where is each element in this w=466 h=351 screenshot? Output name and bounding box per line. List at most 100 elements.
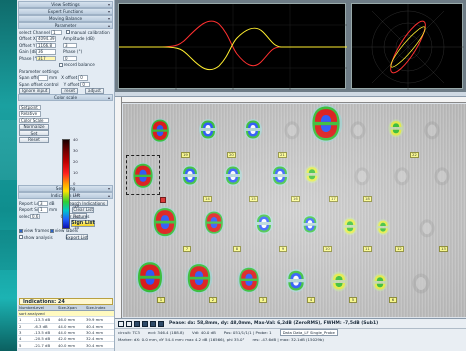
indication-label[interactable]: 22 xyxy=(410,152,419,158)
cscan-view[interactable]: 19 20 21 22 xyxy=(115,97,466,318)
report-level-input[interactable]: 3 xyxy=(38,200,48,206)
indication-label[interactable]: 2 xyxy=(209,297,217,303)
indication-blob[interactable] xyxy=(303,164,321,187)
column-header-size-xpan[interactable]: Size-Xpan xyxy=(58,305,77,310)
indication-blob[interactable] xyxy=(185,262,213,296)
indication-label[interactable]: 11 xyxy=(363,246,372,252)
indication-blob[interactable] xyxy=(243,118,263,143)
cscan-image[interactable]: 19 20 21 22 xyxy=(123,104,466,317)
indication-label[interactable]: 13 xyxy=(439,246,448,252)
table-row[interactable]: 2 -6.3 dB 44.0 mm 40.4 mm xyxy=(18,323,114,330)
indication-blob[interactable] xyxy=(131,162,155,192)
column-header-size-index[interactable]: Size-lndex xyxy=(86,305,106,310)
y-offset-input[interactable]: 0 xyxy=(80,81,91,87)
indication-blob[interactable] xyxy=(387,118,405,141)
setpoint-input[interactable]: Setpoint xyxy=(19,104,41,110)
normalize-button[interactable]: Normalize xyxy=(19,123,49,130)
moving-balance-header[interactable]: Moving Balance ▾ xyxy=(18,15,113,22)
column-header-level[interactable]: Level xyxy=(34,305,45,310)
report-size-input[interactable]: 1 xyxy=(38,207,48,213)
indication-label[interactable]: 16 xyxy=(291,196,300,202)
indication-blob[interactable] xyxy=(151,206,179,240)
frame-icon[interactable] xyxy=(134,320,140,327)
indication-label[interactable]: 5 xyxy=(349,297,357,303)
indication-blob[interactable] xyxy=(203,210,225,237)
indication-blob[interactable] xyxy=(180,164,200,189)
select-channel-dropdown[interactable]: 1 xyxy=(50,29,62,35)
measure-icon[interactable] xyxy=(150,320,156,327)
indication-label[interactable]: 14 xyxy=(203,196,212,202)
ignore-input-button[interactable]: Ignore input xyxy=(19,87,51,94)
table-row[interactable]: 5 -21.7 dB 40.0 mm 30.4 mm xyxy=(18,342,114,349)
indication-blob[interactable] xyxy=(375,218,391,238)
offset-x-input[interactable]: 4094.39 xyxy=(36,36,56,42)
indication-label[interactable]: 3 xyxy=(259,297,267,303)
relative-dropdown[interactable]: Relative xyxy=(19,111,41,117)
indication-label[interactable]: 18 xyxy=(363,196,372,202)
table-row[interactable]: sort analyzed xyxy=(18,311,114,318)
indication-blob[interactable] xyxy=(198,118,218,143)
sign-list-button[interactable]: Sign List xyxy=(71,220,95,227)
search-indications-button[interactable]: Search Indications xyxy=(63,200,109,207)
reset-button[interactable]: reset xyxy=(61,87,79,94)
indication-blob[interactable] xyxy=(329,270,349,295)
indication-blob[interactable] xyxy=(309,104,343,145)
record-balance-checkbox[interactable] xyxy=(59,62,63,67)
gain-input[interactable]: 36 xyxy=(36,49,56,55)
indication-table[interactable]: Number Level Size-Xpan Size-lndex sort a… xyxy=(18,305,114,349)
x-offset-input[interactable]: 0 xyxy=(78,75,89,81)
indication-blob[interactable] xyxy=(371,272,389,295)
indication-blob[interactable] xyxy=(254,212,274,237)
span-offset-input[interactable] xyxy=(38,75,48,81)
indication-label[interactable]: 20 xyxy=(227,152,236,158)
set-button[interactable]: Set xyxy=(19,130,49,137)
indication-label[interactable]: 4 xyxy=(307,297,315,303)
color-scale-dropdown[interactable]: Color Scale xyxy=(19,117,49,123)
marker-handle[interactable] xyxy=(160,197,166,203)
show-analysis-checkbox[interactable] xyxy=(19,235,23,240)
indication-label[interactable]: 7 xyxy=(183,246,191,252)
pointer-icon[interactable] xyxy=(126,320,132,327)
view-labels-checkbox[interactable] xyxy=(50,228,54,233)
phase-input[interactable]: 317 xyxy=(36,55,56,61)
clear-list-button[interactable]: Clear List xyxy=(72,206,95,213)
indication-label[interactable]: 6 xyxy=(389,297,397,303)
manual-calibration-checkbox[interactable] xyxy=(65,30,70,35)
selection-frame[interactable] xyxy=(126,155,160,195)
table-row[interactable]: 4 -20.5 dB 42.0 mm 32.4 mm xyxy=(18,336,114,343)
indication-label[interactable]: 15 xyxy=(249,196,258,202)
export-list-button[interactable]: Export List xyxy=(65,234,88,241)
offset-y-input[interactable]: 1166.8 xyxy=(36,42,56,48)
table-row[interactable]: 1 -13.3 dB 46.0 mm 39.9 mm xyxy=(18,317,114,324)
view-frames-checkbox[interactable] xyxy=(19,228,23,233)
indication-label[interactable]: 17 xyxy=(329,196,338,202)
indication-blob[interactable] xyxy=(285,268,307,295)
indication-label[interactable]: 21 xyxy=(278,152,287,158)
adjust-button[interactable]: adjust xyxy=(85,87,104,94)
indication-label[interactable]: 9 xyxy=(279,246,287,252)
indication-blob[interactable] xyxy=(223,164,243,189)
phase-r-input[interactable]: 0 xyxy=(63,55,77,61)
indication-blob[interactable] xyxy=(237,266,261,296)
indication-blob[interactable] xyxy=(149,118,171,145)
amplitude-input[interactable]: 3 xyxy=(63,42,77,48)
indication-label[interactable]: 19 xyxy=(181,152,190,158)
indication-label[interactable]: 10 xyxy=(323,246,332,252)
view-settings-header[interactable]: View Settings ▾ xyxy=(18,1,113,8)
expert-functions-header[interactable]: Expert Functions ▾ xyxy=(18,8,113,15)
indication-blob[interactable] xyxy=(270,164,290,189)
table-row[interactable]: 3 -13.5 dB 44.0 mm 30.4 mm xyxy=(18,329,114,337)
grid-icon[interactable] xyxy=(142,320,148,327)
signal-trace-plot[interactable] xyxy=(118,3,347,90)
indication-blob[interactable] xyxy=(135,260,165,297)
color-scale-header[interactable]: Color scale ▴ xyxy=(18,94,113,101)
export-icon[interactable] xyxy=(158,320,164,327)
select-input[interactable]: 0.6 xyxy=(30,213,40,219)
reset-scale-button[interactable]: Reset xyxy=(19,136,49,143)
indication-label[interactable]: 12 xyxy=(395,246,404,252)
indication-blob[interactable] xyxy=(341,216,359,239)
indication-label[interactable]: 1 xyxy=(157,297,165,303)
column-header-number[interactable]: Number xyxy=(19,305,35,310)
indication-label[interactable]: 8 xyxy=(233,246,241,252)
zoom-icon[interactable] xyxy=(118,320,124,327)
